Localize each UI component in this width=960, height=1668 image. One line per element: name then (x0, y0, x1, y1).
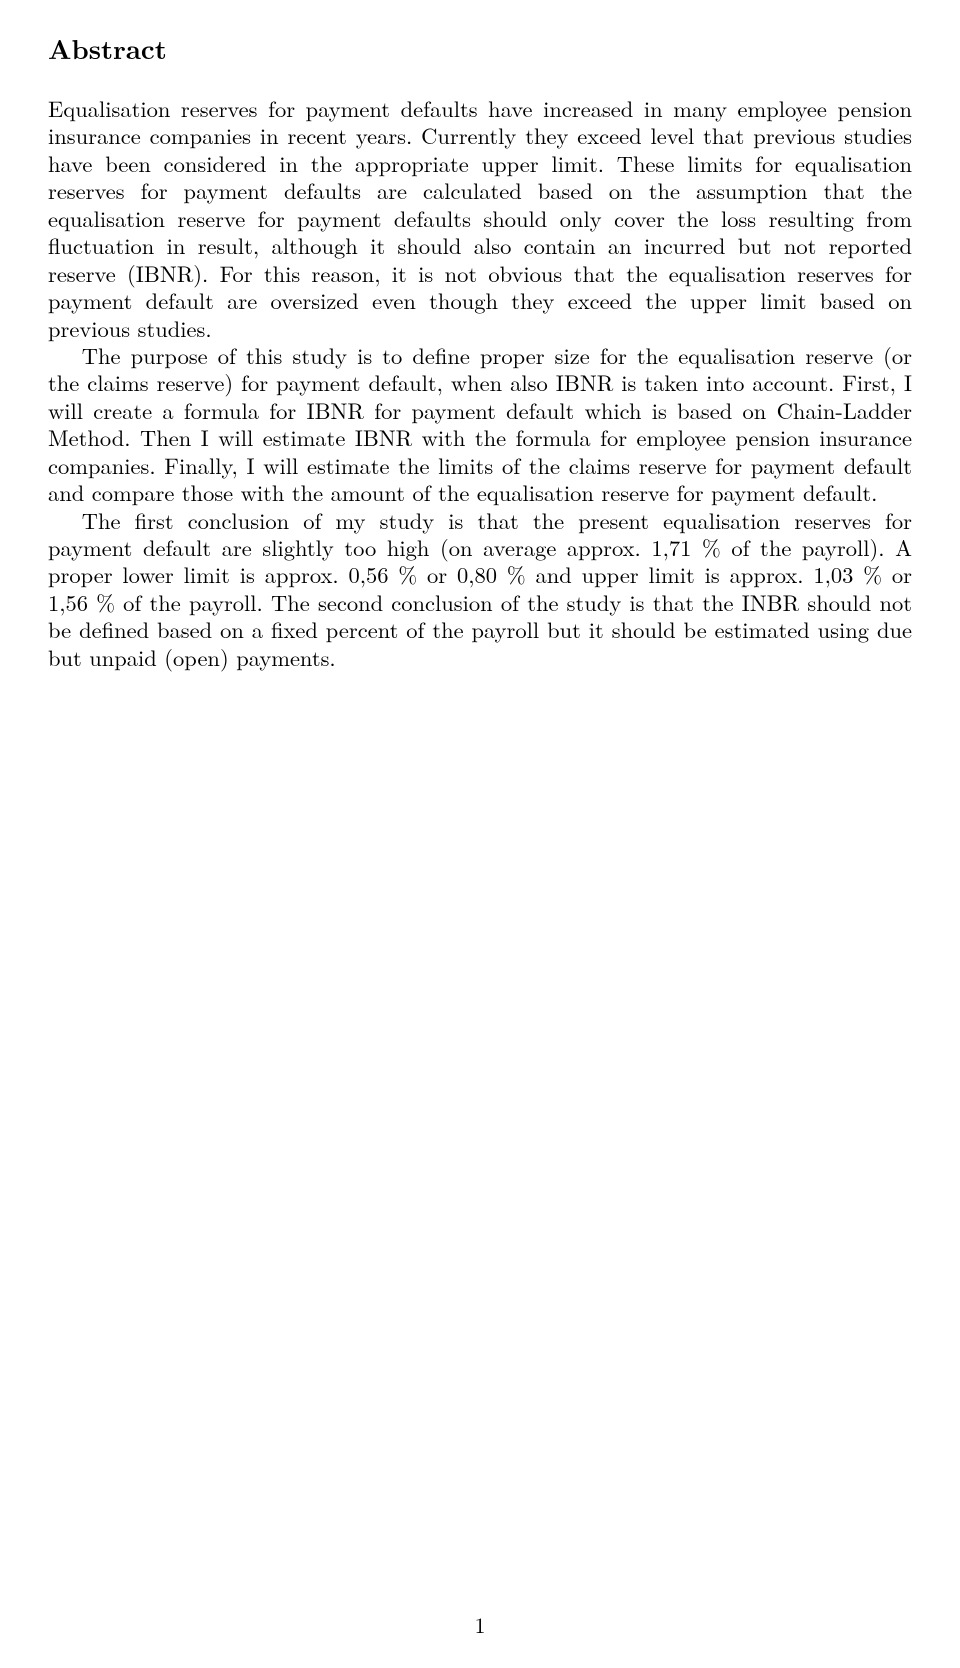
abstract-paragraph: The first conclusion of my study is that… (48, 507, 912, 672)
page-number: 1 (0, 1609, 960, 1640)
abstract-heading: Abstract (48, 28, 912, 67)
abstract-paragraph: Equalisation reserves for payment defaul… (48, 95, 912, 342)
abstract-paragraph: The purpose of this study is to define p… (48, 342, 912, 507)
